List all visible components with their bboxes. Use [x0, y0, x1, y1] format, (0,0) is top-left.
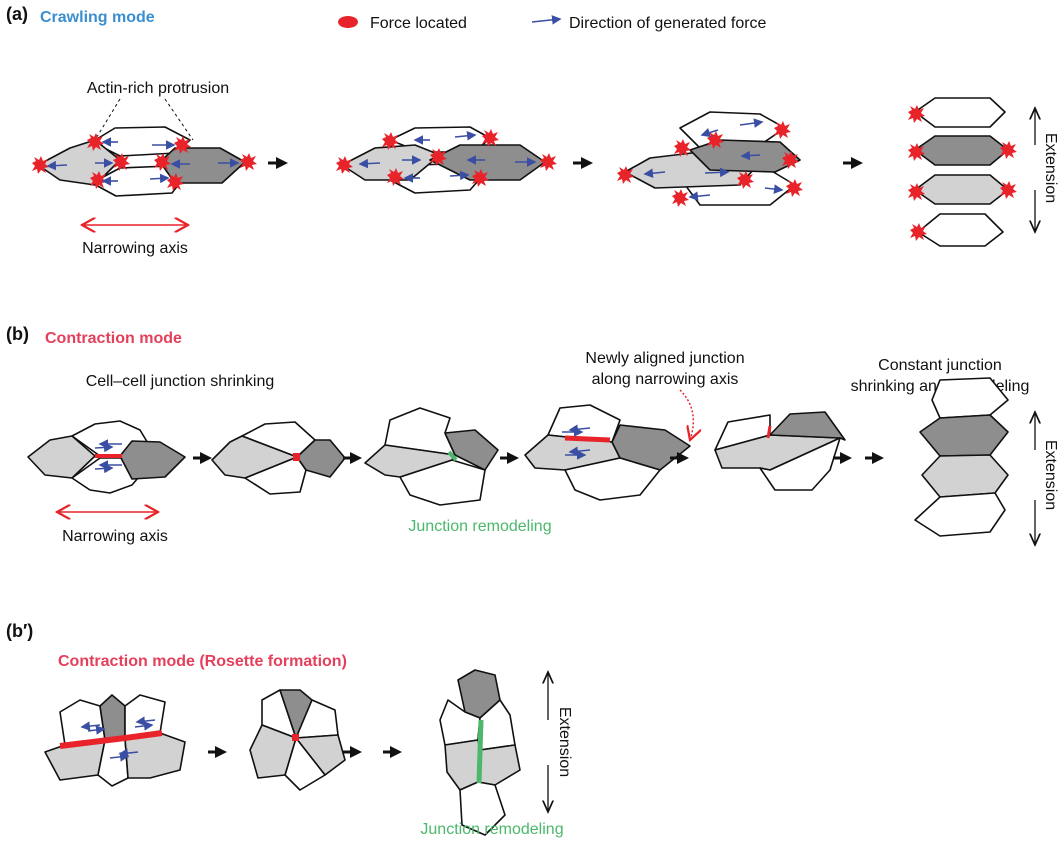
narrowing-axis-label: Narrowing axis	[62, 528, 168, 545]
junction-shrinking-label: Cell–cell junction shrinking	[86, 373, 275, 390]
newly-aligned-label-2: along narrowing axis	[592, 371, 739, 388]
legend-force-direction: Direction of generated force	[569, 15, 767, 32]
panel-b-title: Contraction mode	[45, 330, 182, 347]
contraction-stage-5	[714, 411, 846, 491]
protrusion-pointer	[94, 98, 121, 141]
panel-b-prime-title: Contraction mode (Rosette formation)	[58, 653, 347, 670]
pointer-arrow	[679, 389, 693, 440]
junction-remodeling-label: Junction remodeling	[420, 821, 563, 838]
panel-a-title: Crawling mode	[40, 9, 155, 26]
contraction-stage-4	[524, 404, 691, 501]
extension-label: Extension	[1042, 440, 1059, 510]
panel-b-label: (b)	[6, 324, 29, 344]
contraction-stage-6	[914, 377, 1009, 537]
newly-aligned-label-1: Newly aligned junction	[585, 350, 744, 367]
panel-b-prime: (b′) Contraction mode (Rosette formation…	[6, 621, 573, 838]
contraction-stage-1	[27, 420, 186, 494]
legend-force-located: Force located	[370, 15, 467, 32]
crawling-stage-2	[336, 126, 557, 194]
constant-shrinking-label-1: Constant junction	[878, 357, 1002, 374]
protrusion-pointer	[164, 98, 194, 141]
panel-b: (b) Contraction mode Cell–cell junction …	[6, 324, 1059, 545]
force-legend-icon	[338, 16, 358, 28]
junction-remodeling-label: Junction remodeling	[408, 518, 551, 535]
contraction-stage-3	[364, 407, 499, 506]
crawling-stage-1	[32, 126, 257, 197]
extension-label: Extension	[556, 707, 573, 777]
rosette-stage-1	[44, 694, 186, 787]
narrowing-axis-label: Narrowing axis	[82, 240, 188, 257]
crawling-stage-4	[908, 97, 1017, 247]
panel-a-label: (a)	[6, 4, 28, 24]
rosette-stage-3	[439, 669, 521, 836]
crawling-stage-3	[617, 111, 803, 207]
protrusion-label: Actin-rich protrusion	[87, 80, 229, 97]
panel-a: (a) Crawling mode Force located Directio…	[6, 4, 1059, 257]
contraction-stage-2	[211, 421, 346, 495]
extension-label: Extension	[1042, 133, 1059, 203]
force-direction-legend-icon	[531, 15, 562, 25]
panel-b-prime-label: (b′)	[6, 621, 33, 641]
rosette-stage-2	[249, 689, 346, 791]
